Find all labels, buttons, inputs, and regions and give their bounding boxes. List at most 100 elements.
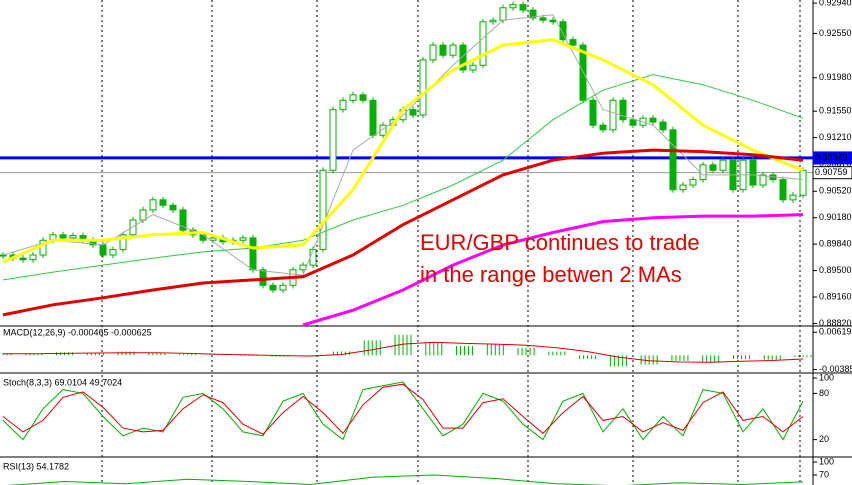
y-tick-label: 100 [819, 456, 834, 466]
candle [249, 237, 257, 271]
series-line [302, 213, 804, 327]
series-line [2, 14, 804, 276]
candle [619, 99, 627, 121]
annotation: in the range betwen 2 MAs [420, 262, 682, 287]
candle [559, 21, 567, 41]
y-tick-label: -0.003857 [819, 364, 852, 374]
candle [169, 204, 177, 211]
candle [109, 249, 117, 256]
candle [119, 234, 127, 251]
candle [279, 284, 287, 291]
candle [449, 44, 457, 56]
series-line [2, 74, 804, 281]
candle [379, 124, 387, 136]
panel-title: RSI(13) 54.1782 [3, 461, 69, 471]
y-tick-label: 70 [819, 469, 829, 479]
candle [569, 39, 577, 46]
candle [349, 94, 357, 101]
candle [29, 254, 37, 261]
candle [59, 234, 67, 239]
level-label: 0.90949 [815, 152, 848, 162]
candle [519, 4, 527, 11]
candle [69, 235, 77, 239]
candle [209, 237, 217, 241]
candle [369, 99, 377, 136]
candle [139, 209, 147, 221]
candle [319, 169, 327, 251]
series-line [2, 383, 804, 435]
candle [799, 169, 807, 196]
candle [129, 219, 137, 236]
candle [469, 64, 477, 71]
candle [719, 159, 727, 171]
y-tick-label: 0.92940 [819, 0, 852, 7]
candle [779, 179, 787, 201]
candle [649, 117, 657, 123]
level-box [812, 166, 852, 180]
candle [199, 234, 207, 241]
y-tick-label: 100 [819, 372, 834, 382]
candle [609, 99, 617, 131]
y-tick-label: 0.91210 [819, 132, 852, 142]
candle [589, 99, 597, 126]
level-label: 0.90759 [815, 167, 848, 177]
candle [759, 174, 767, 186]
y-tick-label: 0.92550 [819, 28, 852, 38]
candle [459, 44, 467, 71]
y-tick-label: 0.91980 [819, 72, 852, 82]
candle [149, 199, 157, 211]
candle [19, 257, 27, 261]
candle [749, 159, 757, 186]
candle [329, 109, 337, 171]
level-box [812, 151, 852, 165]
candle [0, 254, 7, 257]
candle [529, 9, 537, 19]
y-tick-label: 0.88820 [819, 318, 852, 328]
candle [789, 194, 797, 201]
candle [489, 19, 497, 23]
y-tick-label: 0.91550 [819, 106, 852, 116]
y-tick-label: 0.89840 [819, 239, 852, 249]
panel-title: Stoch(8,3,3) 69.0104 49.7024 [3, 377, 122, 387]
series-line [2, 148, 804, 317]
candle [409, 109, 417, 116]
y-tick-label: 0.90180 [819, 212, 852, 222]
candle [159, 199, 167, 206]
candle [439, 44, 447, 56]
candle [359, 94, 367, 101]
candle [669, 129, 677, 191]
candle [629, 119, 637, 126]
candle [99, 244, 107, 256]
annotation: EUR/GBP continues to trade [420, 230, 700, 255]
candle [259, 269, 267, 286]
y-tick-label: 20 [819, 434, 829, 444]
candle [709, 164, 717, 171]
candle [659, 121, 667, 131]
candle [239, 237, 247, 241]
series-line [3, 341, 804, 363]
candle [599, 124, 607, 131]
candle [309, 249, 317, 266]
candle [269, 284, 277, 291]
candle [689, 179, 697, 186]
candle [419, 59, 427, 116]
candle [479, 21, 487, 66]
y-tick-label: 0.89500 [819, 265, 852, 275]
candle [539, 17, 547, 21]
candle [679, 184, 687, 191]
y-tick-label: 0.90520 [819, 186, 852, 196]
series-line [7, 474, 804, 485]
candle [549, 19, 557, 23]
candle [39, 239, 47, 256]
panel-title: MACD(12,26,9) -0.000465 -0.000625 [3, 327, 152, 337]
y-tick-label: 80 [819, 388, 829, 398]
y-tick-label: 0.89160 [819, 291, 852, 301]
series-line [2, 38, 804, 264]
candle [339, 99, 347, 111]
candle [429, 44, 437, 61]
candle [509, 4, 517, 9]
candle [179, 209, 187, 231]
y-tick-label: 0.006198 [819, 327, 852, 337]
candle [499, 7, 507, 21]
